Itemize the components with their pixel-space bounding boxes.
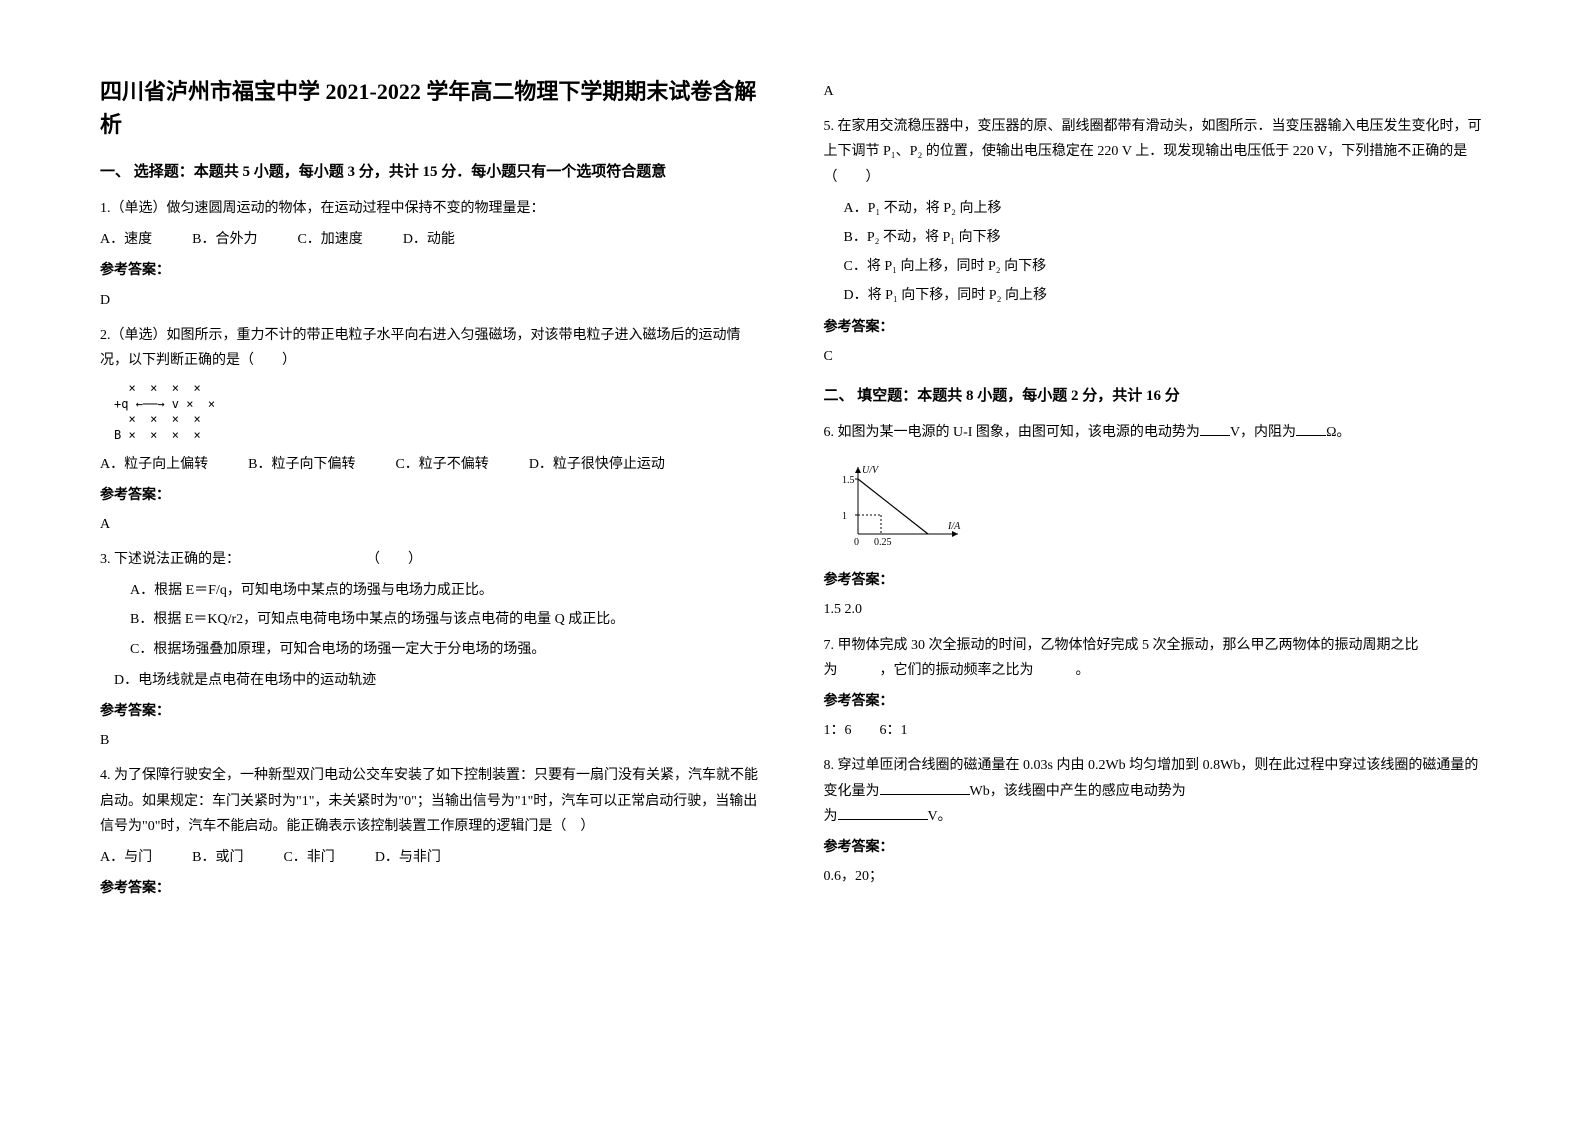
q5-answer-label: 参考答案： [824, 315, 1488, 340]
q8-text: 8. 穿过单匝闭合线圈的磁通量在 0.03s 内由 0.2Wb 均匀增加到 0.… [824, 753, 1488, 829]
q3-text: 3. 下述说法正确的是： （ ） [100, 547, 764, 572]
q5-options: A．P₁ 不动，将 P₂ 向上移 B．P₂ 不动，将 P₁ 向下移 C．将 P₁… [824, 196, 1488, 309]
q2-options: A．粒子向上偏转 B．粒子向下偏转 C．粒子不偏转 D．粒子很快停止运动 [100, 452, 764, 477]
q3-options: A．根据 E＝F/q，可知电场中某点的场强与电场力成正比。 B．根据 E＝KQ/… [100, 578, 764, 662]
q6-text: 6. 如图为某一电源的 U-I 图象，由图可知，该电源的电动势为 V，内阻为 Ω。 [824, 420, 1488, 445]
q2-answer: A [100, 512, 764, 537]
q8-blank-1 [880, 781, 970, 795]
q1-opt-c: C．加速度 [297, 227, 362, 252]
q8-text-c: V。 [928, 809, 952, 824]
q5-opt-c: C．将 P₁ 向上移，同时 P₂ 向下移 [844, 254, 1488, 279]
q5-answer: C [824, 344, 1488, 369]
q4-opt-c: C．非门 [283, 845, 334, 870]
q3-opt-d: D．电场线就是点电荷在电场中的运动轨迹 [100, 668, 764, 693]
q7-answer: 1：6 6：1 [824, 718, 1488, 743]
exam-title: 四川省泸州市福宝中学 2021-2022 学年高二物理下学期期末试卷含解析 [100, 75, 764, 141]
q6-origin: 0 [854, 537, 859, 548]
q2-opt-c: C．粒子不偏转 [395, 452, 488, 477]
q6-xlabel: I/A [947, 521, 961, 532]
question-6: 6. 如图为某一电源的 U-I 图象，由图可知，该电源的电动势为V，内阻为Ω。 … [824, 420, 1488, 623]
q5-opt-a: A．P₁ 不动，将 P₂ 向上移 [844, 196, 1488, 221]
q3-opt-c: C．根据场强叠加原理，可知合电场的场强一定大于分电场的场强。 [130, 637, 764, 662]
q6-answer-label: 参考答案： [824, 568, 1488, 593]
q6-xtick-0.25: 0.25 [874, 537, 892, 548]
q4-answer: A [824, 79, 1488, 104]
q8-answer: 0.6，20； [824, 864, 1488, 889]
section2-heading: 二、 填空题：本题共 8 小题，每小题 2 分，共计 16 分 [824, 383, 1488, 410]
q6-ui-chart: 1.5 1 0 0.25 U/V I/A [838, 459, 978, 549]
q5-text: 5. 在家用交流稳压器中，变压器的原、副线圈都带有滑动头，如图所示．当变压器输入… [824, 114, 1488, 190]
q2-opt-b: B．粒子向下偏转 [248, 452, 355, 477]
left-column: 四川省泸州市福宝中学 2021-2022 学年高二物理下学期期末试卷含解析 一、… [100, 75, 764, 1047]
q1-answer: D [100, 288, 764, 313]
q1-text: 1.（单选）做匀速圆周运动的物体，在运动过程中保持不变的物理量是： [100, 196, 764, 221]
q3-answer: B [100, 728, 764, 753]
section1-heading: 一、 选择题：本题共 5 小题，每小题 3 分，共计 15 分．每小题只有一个选… [100, 159, 764, 186]
q2-answer-label: 参考答案： [100, 483, 764, 508]
q8-text-b: Wb，该线圈中产生的感应电动势为 [970, 784, 1186, 799]
question-4: 4. 为了保障行驶安全，一种新型双门电动公交车安装了如下控制装置：只要有一扇门没… [100, 763, 764, 901]
question-7: 7. 甲物体完成 30 次全振动的时间，乙物体恰好完成 5 次全振动，那么甲乙两… [824, 633, 1488, 744]
question-2: 2.（单选）如图所示，重力不计的带正电粒子水平向右进入匀强磁场，对该带电粒子进入… [100, 323, 764, 537]
question-3: 3. 下述说法正确的是： （ ） A．根据 E＝F/q，可知电场中某点的场强与电… [100, 547, 764, 753]
q2-opt-a: A．粒子向上偏转 [100, 452, 208, 477]
q5-opt-d: D．将 P₁ 向下移，同时 P₂ 向上移 [844, 283, 1488, 308]
q4-text: 4. 为了保障行驶安全，一种新型双门电动公交车安装了如下控制装置：只要有一扇门没… [100, 763, 764, 839]
q7-text: 7. 甲物体完成 30 次全振动的时间，乙物体恰好完成 5 次全振动，那么甲乙两… [824, 633, 1488, 683]
question-1: 1.（单选）做匀速圆周运动的物体，在运动过程中保持不变的物理量是： A．速度 B… [100, 196, 764, 313]
q2-opt-d: D．粒子很快停止运动 [529, 452, 665, 477]
q8-answer-label: 参考答案： [824, 835, 1488, 860]
q6-text-a: 6. 如图为某一电源的 U-I 图象，由图可知，该电源的电动势为 [824, 425, 1200, 440]
q4-opt-a: A．与门 [100, 845, 152, 870]
q6-blank-2 [1296, 422, 1326, 436]
q3-opt-b: B．根据 E＝KQ/r2，可知点电荷电场中某点的场强与该点电荷的电量 Q 成正比… [130, 607, 764, 632]
right-column: A 5. 在家用交流稳压器中，变压器的原、副线圈都带有滑动头，如图所示．当变压器… [824, 75, 1488, 1047]
q8-blank-2 [838, 806, 928, 820]
q6-text-c: Ω。 [1326, 425, 1350, 440]
q4-opt-d: D．与非门 [375, 845, 441, 870]
q6-ytick-1.5: 1.5 [842, 475, 855, 486]
question-8: 8. 穿过单匝闭合线圈的磁通量在 0.03s 内由 0.2Wb 均匀增加到 0.… [824, 753, 1488, 889]
q4-answer-label: 参考答案： [100, 876, 764, 901]
q1-opt-b: B．合外力 [192, 227, 257, 252]
q3-answer-label: 参考答案： [100, 699, 764, 724]
q5-opt-b: B．P₂ 不动，将 P₁ 向下移 [844, 225, 1488, 250]
q6-text-b: V，内阻为 [1230, 425, 1296, 440]
q1-answer-label: 参考答案： [100, 258, 764, 283]
q2-diagram: × × × × +q ←──→ v × × × × × × B × × × × [114, 381, 764, 443]
q6-blank-1 [1200, 422, 1230, 436]
q1-opt-a: A．速度 [100, 227, 152, 252]
q1-options: A．速度 B．合外力 C．加速度 D．动能 [100, 227, 764, 252]
q7-answer-label: 参考答案： [824, 689, 1488, 714]
q1-opt-d: D．动能 [403, 227, 455, 252]
q2-text: 2.（单选）如图所示，重力不计的带正电粒子水平向右进入匀强磁场，对该带电粒子进入… [100, 323, 764, 373]
q6-answer: 1.5 2.0 [824, 597, 1488, 622]
q6-ylabel: U/V [862, 465, 880, 476]
q4-opt-b: B．或门 [192, 845, 243, 870]
q4-options: A．与门 B．或门 C．非门 D．与非门 [100, 845, 764, 870]
question-5: 5. 在家用交流稳压器中，变压器的原、副线圈都带有滑动头，如图所示．当变压器输入… [824, 114, 1488, 369]
q3-opt-a: A．根据 E＝F/q，可知电场中某点的场强与电场力成正比。 [130, 578, 764, 603]
q6-ytick-1.0: 1 [842, 511, 847, 522]
